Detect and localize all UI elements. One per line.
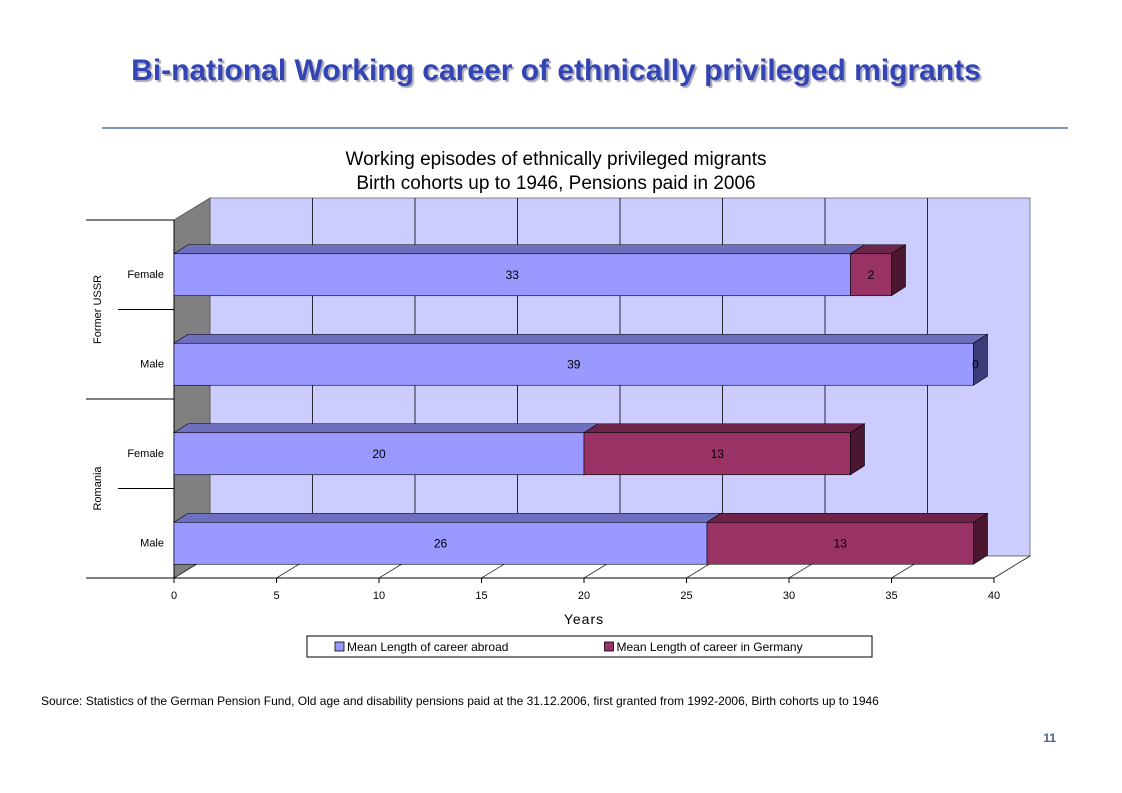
x-tick-label: 0: [171, 590, 177, 602]
x-tick-label: 20: [578, 590, 590, 602]
bar-abroad: [173, 342, 974, 386]
x-tick-label: 5: [273, 590, 279, 602]
data-label-germany: 13: [711, 447, 725, 461]
bar-abroad: [173, 432, 585, 476]
bar-end-side: [973, 333, 988, 386]
bar-end-side: [891, 244, 906, 297]
legend-label-germany: Mean Length of career in Germany: [617, 640, 803, 654]
bar-abroad-top: [172, 423, 600, 434]
page-number: 11: [1043, 731, 1056, 745]
x-tick-label: 40: [988, 590, 1000, 602]
data-label-abroad: 26: [434, 536, 448, 550]
category-label: Male: [140, 537, 164, 549]
bar-germany: [850, 253, 892, 297]
data-label-abroad: 39: [567, 357, 581, 371]
x-tick-label: 25: [680, 590, 692, 602]
bar-germany-top: [705, 512, 989, 523]
bar-end-side: [850, 423, 865, 476]
bar-abroad-top: [172, 244, 866, 255]
bar-germany: [583, 432, 851, 476]
bar-abroad: [173, 253, 851, 297]
x-tick-label: 10: [373, 590, 385, 602]
legend-swatch-germany: [604, 641, 614, 652]
data-label-germany: 13: [834, 536, 848, 550]
bar-abroad: [173, 521, 708, 565]
x-axis-label: Years: [564, 611, 604, 627]
chart-title: Working episodes of ethnically privilege…: [345, 149, 766, 170]
x-tick-label: 15: [475, 590, 487, 602]
legend: [306, 635, 873, 658]
category-label: Female: [127, 448, 164, 460]
group-label: Romania: [92, 466, 104, 511]
x-tick-label: 35: [885, 590, 897, 602]
legend-swatch-abroad: [334, 641, 345, 652]
chart-subtitle: Birth cohorts up to 1946, Pensions paid …: [356, 173, 755, 194]
bar-end-side: [973, 512, 988, 565]
bar-abroad-top: [172, 333, 989, 344]
data-label-germany: 2: [868, 268, 875, 282]
category-label: Male: [140, 358, 164, 370]
bar-abroad-top: [172, 512, 723, 523]
legend-label-abroad: Mean Length of career abroad: [347, 640, 508, 654]
floor-gridline: [993, 555, 1031, 579]
group-label: Former USSR: [92, 275, 104, 344]
bar-germany: [706, 521, 974, 565]
x-tick-label: 30: [783, 590, 795, 602]
data-label-abroad: 33: [506, 268, 520, 282]
title-divider: [102, 127, 1068, 129]
slide-title: Bi-national Working career of ethnically…: [131, 54, 981, 87]
source-note: Source: Statistics of the German Pension…: [41, 694, 879, 708]
bar-germany-top: [582, 423, 866, 434]
data-label-abroad: 20: [372, 447, 386, 461]
data-label-germany: 0: [972, 357, 979, 371]
category-label: Female: [127, 269, 164, 281]
